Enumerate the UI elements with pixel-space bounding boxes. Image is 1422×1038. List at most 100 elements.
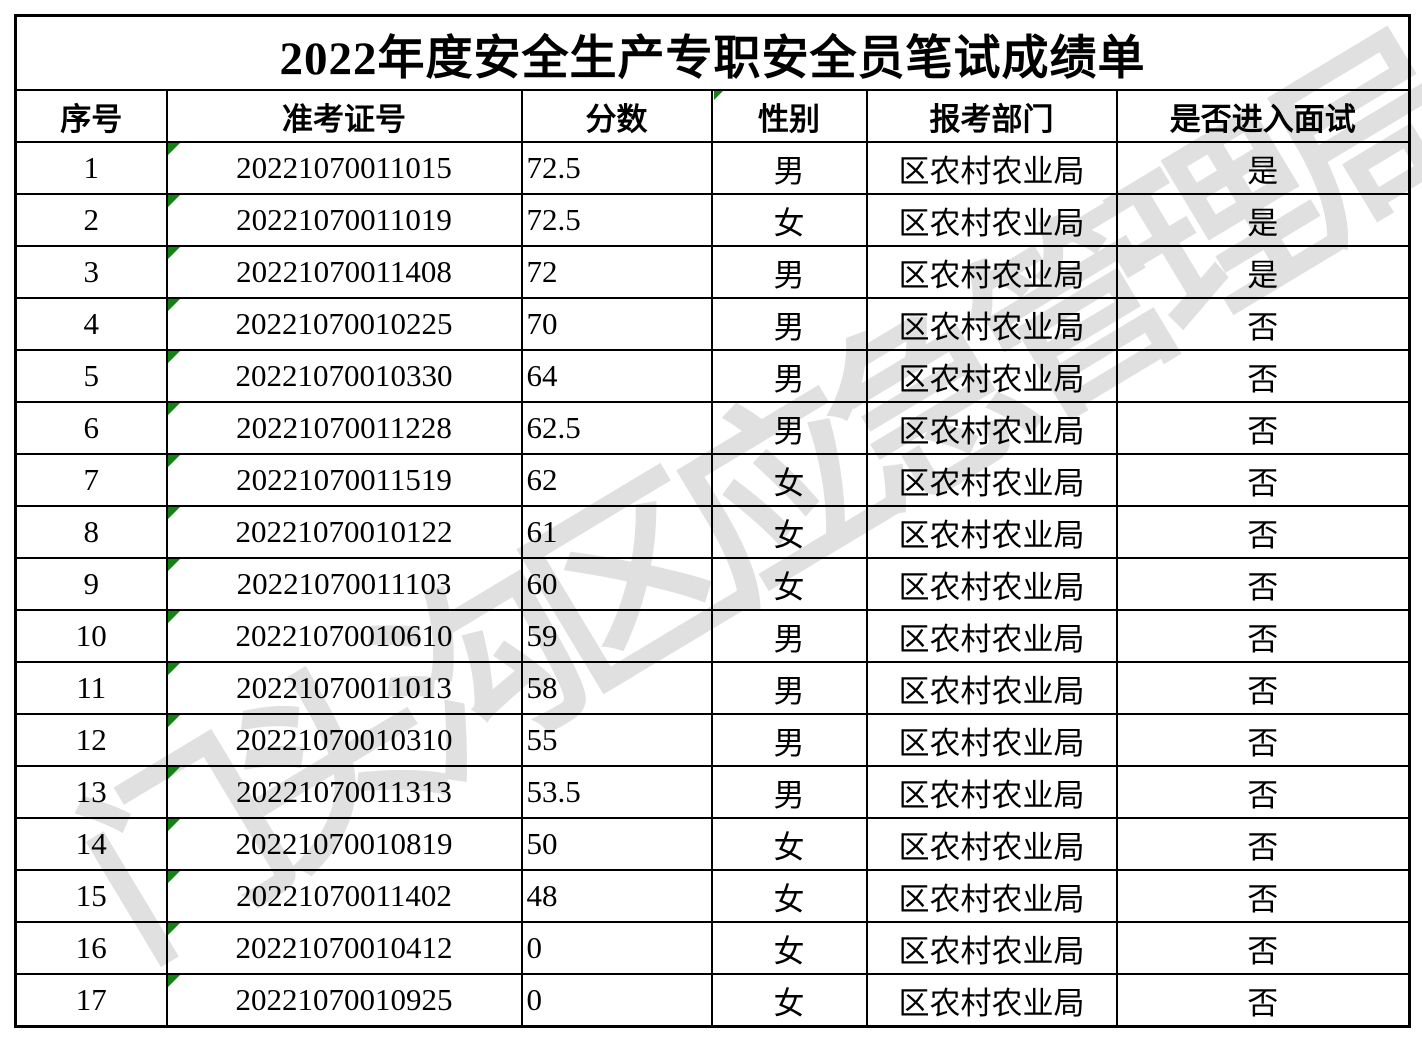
table-row: 11 20221070011013 58 男 区农村农业局 否: [14, 661, 1411, 715]
cell-flag-triangle-icon: [168, 144, 181, 155]
cell-interview: 否: [1115, 453, 1411, 507]
cell-department: 区农村农业局: [865, 401, 1118, 455]
table-row: 1 20221070011015 72.5 男 区农村农业局 是: [14, 141, 1411, 195]
cell-interview: 否: [1115, 973, 1411, 1028]
cell-department: 区农村农业局: [865, 973, 1118, 1028]
cell-gender: 男: [710, 349, 868, 403]
cell-ticket-value: 20221070011015: [236, 150, 452, 185]
cell-interview: 是: [1115, 245, 1411, 299]
results-table-body: 1 20221070011015 72.5 男 区农村农业局 是 2 20221…: [14, 141, 1411, 1028]
col-header-gender: 性别: [710, 89, 868, 143]
cell-flag-triangle-icon: [168, 352, 181, 363]
cell-index: 13: [14, 765, 168, 819]
cell-gender: 女: [710, 505, 868, 559]
cell-score: 58: [520, 661, 713, 715]
cell-ticket: 20221070010412: [165, 921, 523, 975]
cell-interview: 否: [1115, 401, 1411, 455]
cell-flag-triangle-icon: [168, 612, 181, 623]
cell-interview: 否: [1115, 297, 1411, 351]
cell-gender: 女: [710, 453, 868, 507]
table-row: 15 20221070011402 48 女 区农村农业局 否: [14, 869, 1411, 923]
cell-score: 62.5: [520, 401, 713, 455]
cell-ticket-value: 20221070010819: [235, 826, 453, 861]
table-row: 16 20221070010412 0 女 区农村农业局 否: [14, 921, 1411, 975]
cell-flag-triangle-icon: [168, 924, 181, 935]
cell-index: 5: [14, 349, 168, 403]
cell-ticket: 20221070010819: [165, 817, 523, 871]
cell-gender: 女: [710, 817, 868, 871]
col-header-gender-label: 性别: [758, 101, 820, 137]
cell-flag-triangle-icon: [168, 872, 181, 883]
header-row: 序号 准考证号 分数 性别 报考部门 是否进入面试: [14, 89, 1411, 143]
cell-department: 区农村农业局: [865, 869, 1118, 923]
col-header-score: 分数: [520, 89, 713, 143]
cell-index: 12: [14, 713, 168, 767]
cell-score: 60: [520, 557, 713, 611]
cell-department: 区农村农业局: [865, 661, 1118, 715]
cell-department: 区农村农业局: [865, 817, 1118, 871]
cell-ticket-value: 20221070010310: [235, 722, 453, 757]
table-row: 12 20221070010310 55 男 区农村农业局 否: [14, 713, 1411, 767]
cell-flag-triangle-icon: [168, 716, 181, 727]
col-header-ticket: 准考证号: [165, 89, 523, 143]
cell-department: 区农村农业局: [865, 297, 1118, 351]
cell-flag-triangle-icon: [168, 820, 181, 831]
cell-flag-triangle-icon: [168, 300, 181, 311]
cell-score: 72.5: [520, 193, 713, 247]
cell-index: 16: [14, 921, 168, 975]
cell-score: 53.5: [520, 765, 713, 819]
cell-ticket: 20221070011013: [165, 661, 523, 715]
cell-gender: 男: [710, 713, 868, 767]
title-row: 2022年度安全生产专职安全员笔试成绩单: [14, 14, 1411, 91]
table-row: 6 20221070011228 62.5 男 区农村农业局 否: [14, 401, 1411, 455]
table-row: 13 20221070011313 53.5 男 区农村农业局 否: [14, 765, 1411, 819]
cell-score: 70: [520, 297, 713, 351]
cell-ticket-value: 20221070010122: [235, 514, 453, 549]
cell-interview: 否: [1115, 817, 1411, 871]
cell-department: 区农村农业局: [865, 453, 1118, 507]
cell-ticket: 20221070011408: [165, 245, 523, 299]
cell-index: 14: [14, 817, 168, 871]
cell-gender: 男: [710, 609, 868, 663]
cell-flag-triangle-icon: [168, 196, 181, 207]
cell-interview: 否: [1115, 921, 1411, 975]
cell-score: 0: [520, 921, 713, 975]
cell-score: 62: [520, 453, 713, 507]
cell-score: 72: [520, 245, 713, 299]
cell-ticket: 20221070011402: [165, 869, 523, 923]
cell-index: 4: [14, 297, 168, 351]
page-title: 2022年度安全生产专职安全员笔试成绩单: [14, 14, 1411, 91]
cell-ticket: 20221070010225: [165, 297, 523, 351]
cell-ticket: 20221070011019: [165, 193, 523, 247]
cell-score: 59: [520, 609, 713, 663]
cell-index: 17: [14, 973, 168, 1028]
cell-ticket: 20221070010330: [165, 349, 523, 403]
cell-ticket-value: 20221070011103: [236, 566, 452, 601]
table-row: 7 20221070011519 62 女 区农村农业局 否: [14, 453, 1411, 507]
table-row: 5 20221070010330 64 男 区农村农业局 否: [14, 349, 1411, 403]
cell-flag-triangle-icon: [168, 456, 181, 467]
col-header-index: 序号: [14, 89, 168, 143]
cell-index: 10: [14, 609, 168, 663]
cell-score: 72.5: [520, 141, 713, 195]
cell-score: 64: [520, 349, 713, 403]
cell-ticket: 20221070011519: [165, 453, 523, 507]
cell-ticket-value: 20221070011228: [236, 410, 452, 445]
table-row: 4 20221070010225 70 男 区农村农业局 否: [14, 297, 1411, 351]
cell-score: 48: [520, 869, 713, 923]
table-row: 14 20221070010819 50 女 区农村农业局 否: [14, 817, 1411, 871]
cell-index: 3: [14, 245, 168, 299]
cell-ticket-value: 20221070011519: [236, 462, 452, 497]
cell-flag-triangle-icon: [168, 248, 181, 259]
cell-interview: 否: [1115, 869, 1411, 923]
cell-interview: 否: [1115, 557, 1411, 611]
cell-interview: 否: [1115, 765, 1411, 819]
table-row: 9 20221070011103 60 女 区农村农业局 否: [14, 557, 1411, 611]
cell-department: 区农村农业局: [865, 141, 1118, 195]
cell-gender: 男: [710, 297, 868, 351]
cell-score: 50: [520, 817, 713, 871]
cell-flag-triangle-icon: [168, 768, 181, 779]
col-header-department: 报考部门: [865, 89, 1118, 143]
cell-department: 区农村农业局: [865, 505, 1118, 559]
cell-interview: 否: [1115, 609, 1411, 663]
